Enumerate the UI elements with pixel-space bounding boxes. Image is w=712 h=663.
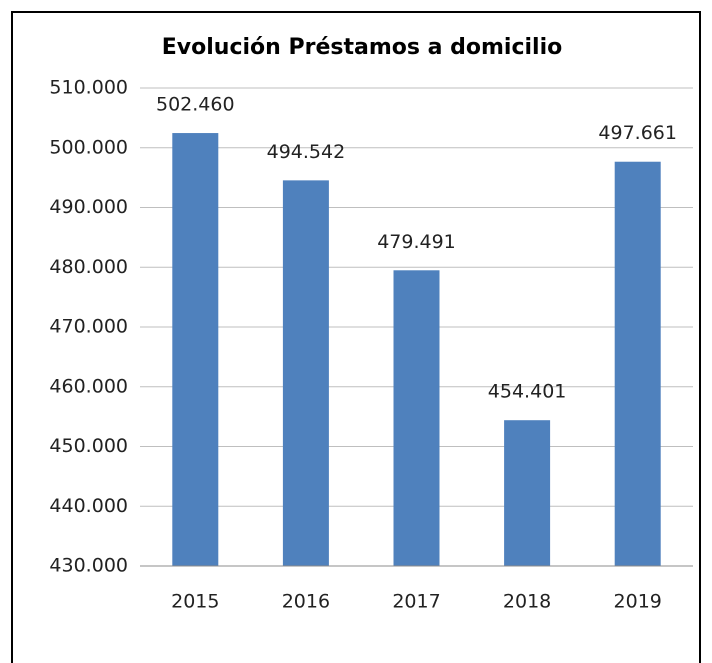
chart-title: Evolución Préstamos a domicilio [162,35,562,60]
x-tick-label: 2016 [282,591,330,613]
x-tick-label: 2018 [503,591,551,613]
y-tick-label: 510.000 [49,77,128,99]
bar [393,270,440,566]
value-label: 502.460 [156,94,235,116]
y-tick-label: 500.000 [49,136,128,158]
bar [614,161,661,566]
y-tick-label: 460.000 [49,375,128,397]
y-tick-label: 430.000 [49,555,128,577]
bar [504,420,551,566]
y-tick-label: 440.000 [49,495,128,517]
y-tick-label: 470.000 [49,316,128,338]
y-tick-label: 490.000 [49,196,128,218]
bar [282,180,329,566]
bar [172,133,219,566]
value-label: 497.661 [598,122,677,144]
chart-border [11,11,701,663]
value-label: 494.542 [267,141,346,163]
value-label: 479.491 [377,231,456,253]
y-tick-label: 480.000 [49,256,128,278]
x-tick-label: 2015 [171,591,219,613]
x-tick-label: 2017 [392,591,440,613]
y-tick-label: 450.000 [49,435,128,457]
value-label: 454.401 [488,381,567,403]
x-tick-label: 2019 [614,591,662,613]
